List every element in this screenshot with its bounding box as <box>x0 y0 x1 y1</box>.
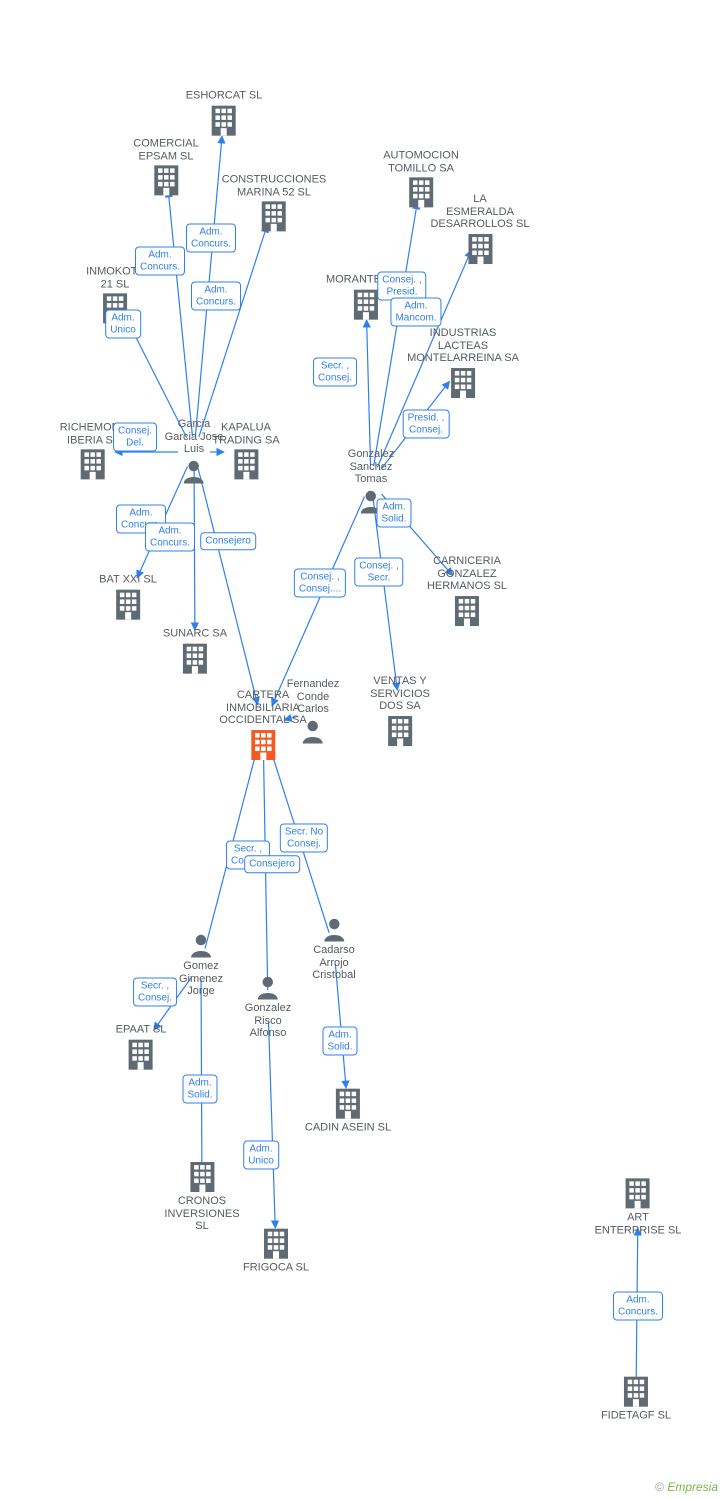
node-label: BAT XXI SL <box>99 574 157 587</box>
building-icon <box>164 1159 239 1195</box>
copyright-symbol: © <box>655 1480 664 1494</box>
edge-label[interactable]: Consej. Del. <box>113 423 157 452</box>
company-node-batxxi[interactable]: BAT XXI SL <box>99 574 157 623</box>
building-icon <box>427 593 507 629</box>
company-node-artent[interactable]: ART ENTERPRISE SL <box>595 1175 682 1236</box>
edge-label[interactable]: Adm. Mancom. <box>390 298 441 327</box>
building-icon <box>601 1374 671 1410</box>
building-icon <box>407 365 519 401</box>
node-label: Gonzalez Risco Alfonso <box>245 1002 291 1040</box>
node-label: FRIGOCA SL <box>243 1262 309 1275</box>
edge-label[interactable]: Consejero <box>244 855 300 873</box>
edge-label[interactable]: Secr. , Consej. <box>313 358 357 387</box>
company-node-sunarc[interactable]: SUNARC SA <box>163 628 227 677</box>
building-icon <box>595 1175 682 1211</box>
person-icon <box>179 930 223 960</box>
person-icon <box>287 716 340 746</box>
edge-label[interactable]: Adm. Concurs. <box>613 1292 663 1321</box>
company-node-epaat[interactable]: EPAAT SL <box>116 1024 167 1073</box>
edge-label[interactable]: Secr. , Consej. <box>133 978 177 1007</box>
edge-label[interactable]: Adm. Concurs. <box>191 282 241 311</box>
edge-label[interactable]: Adm. Solid. <box>182 1075 217 1104</box>
building-icon <box>163 640 227 676</box>
edge-line <box>367 320 371 466</box>
node-label: CRONOS INVERSIONES SL <box>164 1195 239 1233</box>
edge-label[interactable]: Secr. No Consej. <box>280 824 328 853</box>
copyright-brand: Empresia <box>667 1480 718 1494</box>
edge-line <box>272 497 365 706</box>
person-node-cadarso[interactable]: Cadarso Arrojo Cristobal <box>312 914 355 982</box>
node-label: LA ESMERALDA DESARROLLOS SL <box>430 193 529 231</box>
node-label: Gomez Gimenez Jorge <box>179 960 223 998</box>
edge-label[interactable]: Consejero <box>200 532 256 550</box>
edge-label[interactable]: Adm. Concurs. <box>186 224 236 253</box>
edge-line <box>199 225 267 437</box>
copyright: © Empresia <box>655 1480 718 1494</box>
node-label: AUTOMOCION TOMILLO SA <box>383 149 459 174</box>
company-node-construcc[interactable]: CONSTRUCCIONES MARINA 52 SL <box>222 173 327 234</box>
company-node-carniceria[interactable]: CARNICERIA GONZALEZ HERMANOS SL <box>427 555 507 629</box>
building-icon <box>243 1226 309 1262</box>
company-node-comercial[interactable]: COMERCIAL EPSAM SL <box>133 137 198 198</box>
edge-label[interactable]: Presid. , Consej. <box>403 410 450 439</box>
node-label: FIDETAGF SL <box>601 1410 671 1423</box>
person-icon <box>245 972 291 1002</box>
company-node-ventas[interactable]: VENTAS Y SERVICIOS DOS SA <box>370 675 430 749</box>
edge-label[interactable]: Adm. Unico <box>243 1141 279 1170</box>
node-label: Gonzalez Sanchez Tomas <box>348 448 394 486</box>
node-label: Garcia Garcia Jose Luis <box>165 418 224 456</box>
edge-label[interactable]: Adm. Concurs. <box>135 247 185 276</box>
node-label: VENTAS Y SERVICIOS DOS SA <box>370 675 430 713</box>
person-node-fernandez[interactable]: Fernandez Conde Carlos <box>287 678 340 746</box>
building-icon <box>222 199 327 235</box>
edge-label[interactable]: Adm. Solid. <box>322 1027 357 1056</box>
person-icon <box>165 456 224 486</box>
node-label: Fernandez Conde Carlos <box>287 678 340 716</box>
node-label: CARNICERIA GONZALEZ HERMANOS SL <box>427 555 507 593</box>
edge-line <box>269 1022 276 1228</box>
building-icon <box>99 586 157 622</box>
building-icon <box>186 102 263 138</box>
node-label: Cadarso Arrojo Cristobal <box>312 944 355 982</box>
node-label: SUNARC SA <box>163 628 227 641</box>
building-icon <box>430 231 529 267</box>
company-node-cadin[interactable]: CADIN ASEIN SL <box>305 1086 391 1135</box>
building-icon <box>370 713 430 749</box>
company-node-eshorcat[interactable]: ESHORCAT SL <box>186 90 263 139</box>
edge-label[interactable]: Adm. Solid. <box>376 499 411 528</box>
building-icon <box>60 447 127 483</box>
company-node-frigoca[interactable]: FRIGOCA SL <box>243 1226 309 1275</box>
building-icon <box>116 1036 167 1072</box>
building-icon <box>133 163 198 199</box>
company-node-cronos[interactable]: CRONOS INVERSIONES SL <box>164 1159 239 1233</box>
company-node-esmeralda[interactable]: LA ESMERALDA DESARROLLOS SL <box>430 193 529 267</box>
person-node-gonzalezr[interactable]: Gonzalez Risco Alfonso <box>245 972 291 1040</box>
diagram-stage: ESHORCAT SL COMERCIAL EPSAM SL CONSTRUCCIO… <box>0 0 728 1500</box>
company-node-montelarreina[interactable]: INDUSTRIAS LACTEAS MONTELARREINA SA <box>407 327 519 401</box>
edge-label[interactable]: Consej. , Consej.... <box>294 569 346 598</box>
node-label: INDUSTRIAS LACTEAS MONTELARREINA SA <box>407 327 519 365</box>
edge-label[interactable]: Consej. , Secr. <box>354 558 403 587</box>
edge-label[interactable]: Adm. Unico <box>105 310 141 339</box>
edges-layer <box>0 0 728 1500</box>
node-label: ART ENTERPRISE SL <box>595 1211 682 1236</box>
person-node-gomez[interactable]: Gomez Gimenez Jorge <box>179 930 223 998</box>
node-label: COMERCIAL EPSAM SL <box>133 137 198 162</box>
company-node-fidetagf[interactable]: FIDETAGF SL <box>601 1374 671 1423</box>
edge-label[interactable]: Consej. , Presid. <box>377 272 426 301</box>
person-node-garcia[interactable]: Garcia Garcia Jose Luis <box>165 418 224 486</box>
building-icon <box>305 1086 391 1122</box>
edge-label[interactable]: Adm. Concurs. <box>145 523 195 552</box>
node-label: ESHORCAT SL <box>186 90 263 103</box>
node-label: EPAAT SL <box>116 1024 167 1037</box>
node-label: CADIN ASEIN SL <box>305 1122 391 1135</box>
person-icon <box>312 914 355 944</box>
node-label: CONSTRUCCIONES MARINA 52 SL <box>222 173 327 198</box>
